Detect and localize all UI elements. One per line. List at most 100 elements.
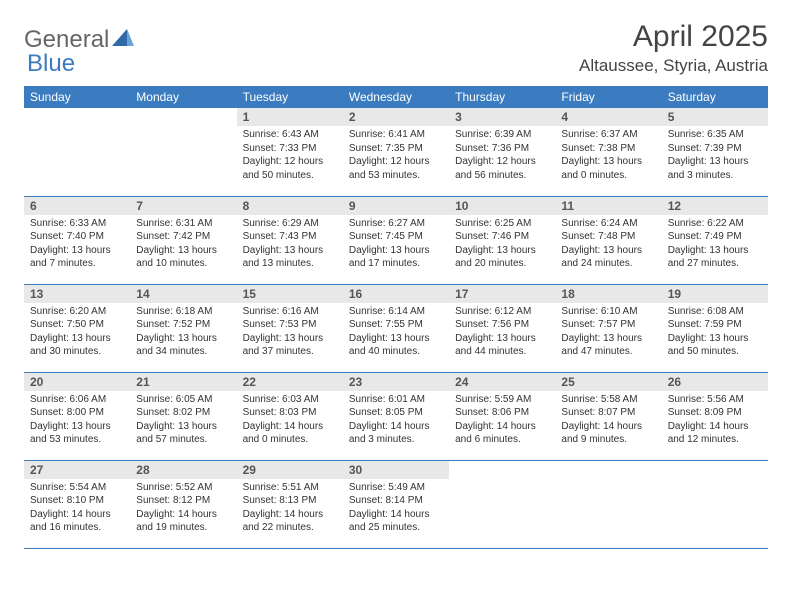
day-details: Sunrise: 6:14 AMSunset: 7:55 PMDaylight:… [343, 303, 449, 363]
day-details: Sunrise: 6:37 AMSunset: 7:38 PMDaylight:… [555, 126, 661, 186]
weekday-header: Tuesday [237, 86, 343, 108]
calendar-day-cell: 20Sunrise: 6:06 AMSunset: 8:00 PMDayligh… [24, 372, 130, 460]
day-details: Sunrise: 6:39 AMSunset: 7:36 PMDaylight:… [449, 126, 555, 186]
daylight-text: Daylight: 13 hours and 24 minutes. [561, 244, 655, 271]
calendar-day-cell: 5Sunrise: 6:35 AMSunset: 7:39 PMDaylight… [662, 108, 768, 196]
sunset-text: Sunset: 7:53 PM [243, 318, 337, 332]
daylight-text: Daylight: 14 hours and 9 minutes. [561, 420, 655, 447]
daylight-text: Daylight: 12 hours and 53 minutes. [349, 155, 443, 182]
daylight-text: Daylight: 13 hours and 30 minutes. [30, 332, 124, 359]
calendar-day-cell: 14Sunrise: 6:18 AMSunset: 7:52 PMDayligh… [130, 284, 236, 372]
sunrise-text: Sunrise: 6:05 AM [136, 393, 230, 407]
daylight-text: Daylight: 14 hours and 6 minutes. [455, 420, 549, 447]
daylight-text: Daylight: 13 hours and 47 minutes. [561, 332, 655, 359]
logo-triangle-icon [112, 26, 134, 54]
calendar-day-cell [449, 460, 555, 548]
calendar-day-cell: 18Sunrise: 6:10 AMSunset: 7:57 PMDayligh… [555, 284, 661, 372]
day-details: Sunrise: 6:41 AMSunset: 7:35 PMDaylight:… [343, 126, 449, 186]
calendar-day-cell [130, 108, 236, 196]
calendar-day-cell [24, 108, 130, 196]
day-number: 4 [555, 108, 661, 126]
day-number: 9 [343, 197, 449, 215]
day-number: 10 [449, 197, 555, 215]
day-number: 29 [237, 461, 343, 479]
day-details: Sunrise: 5:56 AMSunset: 8:09 PMDaylight:… [662, 391, 768, 451]
calendar-day-cell: 15Sunrise: 6:16 AMSunset: 7:53 PMDayligh… [237, 284, 343, 372]
calendar-day-cell: 21Sunrise: 6:05 AMSunset: 8:02 PMDayligh… [130, 372, 236, 460]
logo-text-blue: Blue [27, 50, 75, 78]
sunset-text: Sunset: 8:09 PM [668, 406, 762, 420]
day-details: Sunrise: 6:43 AMSunset: 7:33 PMDaylight:… [237, 126, 343, 186]
sunrise-text: Sunrise: 6:03 AM [243, 393, 337, 407]
calendar-day-cell: 29Sunrise: 5:51 AMSunset: 8:13 PMDayligh… [237, 460, 343, 548]
day-details: Sunrise: 6:16 AMSunset: 7:53 PMDaylight:… [237, 303, 343, 363]
daylight-text: Daylight: 12 hours and 50 minutes. [243, 155, 337, 182]
sunset-text: Sunset: 7:35 PM [349, 142, 443, 156]
day-details: Sunrise: 6:33 AMSunset: 7:40 PMDaylight:… [24, 215, 130, 275]
day-number: 3 [449, 108, 555, 126]
sunset-text: Sunset: 8:13 PM [243, 494, 337, 508]
sunrise-text: Sunrise: 5:59 AM [455, 393, 549, 407]
day-number: 27 [24, 461, 130, 479]
day-details: Sunrise: 6:10 AMSunset: 7:57 PMDaylight:… [555, 303, 661, 363]
day-number: 16 [343, 285, 449, 303]
daylight-text: Daylight: 13 hours and 34 minutes. [136, 332, 230, 359]
calendar-week-row: 27Sunrise: 5:54 AMSunset: 8:10 PMDayligh… [24, 460, 768, 548]
daylight-text: Daylight: 13 hours and 57 minutes. [136, 420, 230, 447]
day-details: Sunrise: 6:05 AMSunset: 8:02 PMDaylight:… [130, 391, 236, 451]
sunset-text: Sunset: 7:43 PM [243, 230, 337, 244]
day-number: 13 [24, 285, 130, 303]
sunset-text: Sunset: 8:12 PM [136, 494, 230, 508]
daylight-text: Daylight: 13 hours and 13 minutes. [243, 244, 337, 271]
day-details: Sunrise: 6:18 AMSunset: 7:52 PMDaylight:… [130, 303, 236, 363]
calendar-day-cell: 2Sunrise: 6:41 AMSunset: 7:35 PMDaylight… [343, 108, 449, 196]
calendar-day-cell: 9Sunrise: 6:27 AMSunset: 7:45 PMDaylight… [343, 196, 449, 284]
calendar-day-cell: 26Sunrise: 5:56 AMSunset: 8:09 PMDayligh… [662, 372, 768, 460]
calendar-day-cell: 1Sunrise: 6:43 AMSunset: 7:33 PMDaylight… [237, 108, 343, 196]
calendar-day-cell: 25Sunrise: 5:58 AMSunset: 8:07 PMDayligh… [555, 372, 661, 460]
sunrise-text: Sunrise: 5:52 AM [136, 481, 230, 495]
weekday-header: Saturday [662, 86, 768, 108]
day-number: 20 [24, 373, 130, 391]
day-details: Sunrise: 6:25 AMSunset: 7:46 PMDaylight:… [449, 215, 555, 275]
calendar-day-cell: 28Sunrise: 5:52 AMSunset: 8:12 PMDayligh… [130, 460, 236, 548]
calendar-day-cell: 16Sunrise: 6:14 AMSunset: 7:55 PMDayligh… [343, 284, 449, 372]
daylight-text: Daylight: 13 hours and 37 minutes. [243, 332, 337, 359]
weekday-header: Monday [130, 86, 236, 108]
calendar-day-cell [662, 460, 768, 548]
sunrise-text: Sunrise: 6:39 AM [455, 128, 549, 142]
day-details: Sunrise: 6:01 AMSunset: 8:05 PMDaylight:… [343, 391, 449, 451]
sunrise-text: Sunrise: 6:01 AM [349, 393, 443, 407]
calendar-day-cell: 6Sunrise: 6:33 AMSunset: 7:40 PMDaylight… [24, 196, 130, 284]
daylight-text: Daylight: 14 hours and 25 minutes. [349, 508, 443, 535]
calendar-table: Sunday Monday Tuesday Wednesday Thursday… [24, 86, 768, 549]
sunset-text: Sunset: 7:36 PM [455, 142, 549, 156]
sunrise-text: Sunrise: 6:27 AM [349, 217, 443, 231]
day-details: Sunrise: 6:24 AMSunset: 7:48 PMDaylight:… [555, 215, 661, 275]
sunrise-text: Sunrise: 6:31 AM [136, 217, 230, 231]
sunrise-text: Sunrise: 6:20 AM [30, 305, 124, 319]
sunrise-text: Sunrise: 6:25 AM [455, 217, 549, 231]
day-number: 24 [449, 373, 555, 391]
daylight-text: Daylight: 14 hours and 22 minutes. [243, 508, 337, 535]
day-number: 22 [237, 373, 343, 391]
daylight-text: Daylight: 14 hours and 19 minutes. [136, 508, 230, 535]
day-details: Sunrise: 6:08 AMSunset: 7:59 PMDaylight:… [662, 303, 768, 363]
calendar-day-cell: 12Sunrise: 6:22 AMSunset: 7:49 PMDayligh… [662, 196, 768, 284]
sunset-text: Sunset: 7:52 PM [136, 318, 230, 332]
calendar-week-row: 13Sunrise: 6:20 AMSunset: 7:50 PMDayligh… [24, 284, 768, 372]
weekday-header: Wednesday [343, 86, 449, 108]
day-number: 6 [24, 197, 130, 215]
calendar-day-cell: 24Sunrise: 5:59 AMSunset: 8:06 PMDayligh… [449, 372, 555, 460]
sunset-text: Sunset: 8:05 PM [349, 406, 443, 420]
sunset-text: Sunset: 8:02 PM [136, 406, 230, 420]
sunrise-text: Sunrise: 6:18 AM [136, 305, 230, 319]
day-details: Sunrise: 6:35 AMSunset: 7:39 PMDaylight:… [662, 126, 768, 186]
sunset-text: Sunset: 7:39 PM [668, 142, 762, 156]
sunrise-text: Sunrise: 6:22 AM [668, 217, 762, 231]
sunset-text: Sunset: 7:48 PM [561, 230, 655, 244]
day-details: Sunrise: 6:03 AMSunset: 8:03 PMDaylight:… [237, 391, 343, 451]
day-number: 18 [555, 285, 661, 303]
day-number: 8 [237, 197, 343, 215]
header: General April 2025 Altaussee, Styria, Au… [24, 20, 768, 76]
